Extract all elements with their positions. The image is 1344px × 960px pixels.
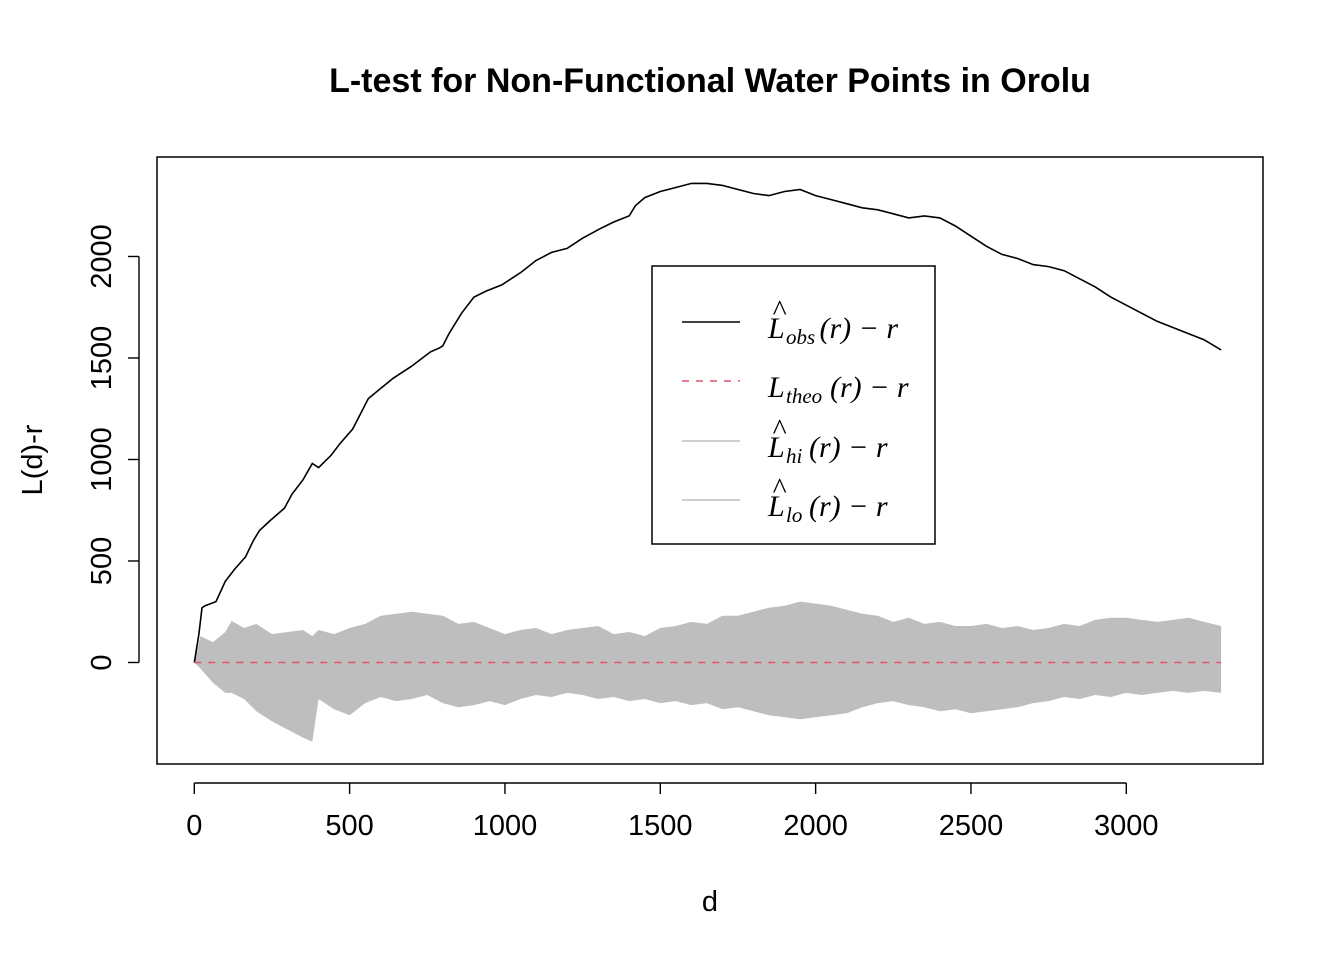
legend-subscript: theo [786, 384, 822, 408]
legend-letter: L [767, 431, 785, 464]
legend-subscript: obs [786, 325, 815, 349]
legend-letter: L [767, 312, 785, 345]
y-axis: 0 500 1000 1500 2000 [86, 224, 140, 671]
y-axis-label: L(d)-r [17, 424, 49, 495]
legend-subscript: hi [786, 444, 803, 468]
y-tick-label: 2000 [86, 224, 118, 289]
legend-entry-lo: L^lo (r) − r [767, 472, 888, 527]
x-tick-label: 1500 [628, 810, 693, 842]
legend-tail: (r) − r [820, 312, 899, 345]
legend-hat: ^ [772, 294, 787, 327]
legend-hat: ^ [772, 413, 787, 446]
y-tick-label: 0 [86, 654, 118, 670]
legend-tail: (r) − r [830, 371, 909, 404]
x-tick-label: 3000 [1094, 810, 1159, 842]
y-tick-label: 500 [86, 537, 118, 585]
legend-box [651, 265, 936, 545]
legend-tail: (r) − r [809, 431, 888, 464]
legend: L^obs (r) − rL theo (r) − rL^hi (r) − rL^lo(… [651, 265, 936, 545]
legend-entry-hi: L^hi (r) − r [767, 413, 888, 468]
x-tick-label: 1000 [473, 810, 538, 842]
plot-area [193, 182, 1222, 742]
legend-letter: L [767, 490, 785, 523]
legend-letter: L [767, 371, 785, 404]
legend-entry-obs: L^obs (r) − r [767, 294, 898, 349]
chart-title: L-test for Non-Functional Water Points i… [329, 62, 1091, 100]
x-axis: 0 500 1000 1500 2000 2500 3000 [186, 782, 1159, 842]
y-tick-label: 1500 [86, 326, 118, 391]
legend-tail: (r) − r [809, 490, 888, 523]
legend-hat: ^ [772, 472, 787, 505]
x-tick-label: 0 [186, 810, 202, 842]
x-tick-label: 2000 [783, 810, 848, 842]
x-tick-label: 500 [325, 810, 373, 842]
plot-border [156, 156, 1264, 765]
y-tick-label: 1000 [86, 427, 118, 492]
series-line-obs [193, 182, 1222, 663]
envelope-band [194, 601, 1222, 742]
legend-subscript: lo [786, 503, 802, 527]
x-axis-label: d [702, 886, 718, 918]
x-tick-label: 2500 [939, 810, 1004, 842]
